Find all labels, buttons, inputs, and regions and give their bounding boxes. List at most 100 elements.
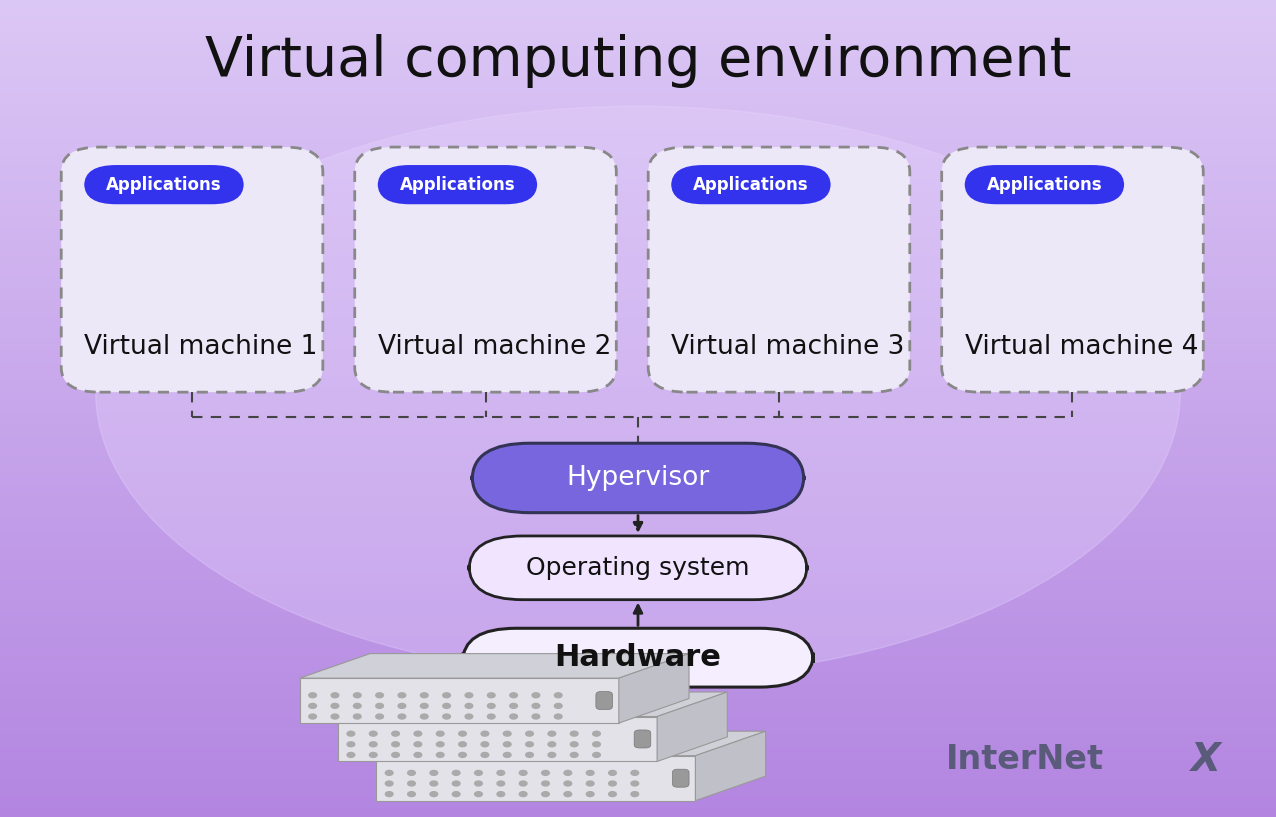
Bar (0, 53, 1276, 57)
Circle shape (541, 781, 549, 786)
Bar (0, 384, 1276, 388)
Circle shape (593, 731, 601, 736)
Circle shape (415, 752, 421, 757)
Bar (0, 204, 1276, 208)
Circle shape (519, 781, 527, 786)
Circle shape (564, 770, 572, 775)
Circle shape (332, 714, 338, 719)
Circle shape (436, 731, 444, 736)
Bar (0, 556, 1276, 560)
Bar (0, 57, 1276, 61)
Bar (0, 200, 1276, 204)
Bar (0, 792, 1276, 797)
FancyBboxPatch shape (634, 730, 651, 748)
Bar (0, 12, 1276, 16)
Bar (0, 805, 1276, 809)
Bar (0, 494, 1276, 498)
Bar (0, 809, 1276, 813)
Circle shape (385, 770, 393, 775)
Bar (0, 270, 1276, 274)
Bar (0, 413, 1276, 417)
Circle shape (392, 742, 399, 747)
Circle shape (430, 770, 438, 775)
Bar (0, 662, 1276, 666)
Bar (0, 699, 1276, 703)
Bar (0, 29, 1276, 33)
Bar (0, 372, 1276, 376)
FancyBboxPatch shape (671, 165, 831, 204)
Circle shape (353, 693, 361, 698)
FancyBboxPatch shape (378, 165, 537, 204)
Circle shape (385, 781, 393, 786)
Circle shape (443, 693, 450, 698)
Bar (0, 380, 1276, 384)
Bar (0, 37, 1276, 41)
Bar (0, 490, 1276, 494)
Bar (0, 511, 1276, 515)
Bar (0, 743, 1276, 748)
Circle shape (498, 792, 505, 797)
Circle shape (498, 770, 505, 775)
Circle shape (532, 703, 540, 708)
Circle shape (630, 770, 638, 775)
Text: Virtual computing environment: Virtual computing environment (204, 34, 1072, 88)
Bar (0, 764, 1276, 768)
Bar (0, 225, 1276, 229)
Bar (0, 576, 1276, 580)
Bar (0, 543, 1276, 547)
Bar (0, 159, 1276, 163)
Bar (0, 310, 1276, 315)
Bar (0, 155, 1276, 159)
Bar (0, 588, 1276, 592)
Bar (0, 147, 1276, 151)
Bar (0, 408, 1276, 413)
Bar (0, 192, 1276, 196)
Bar (0, 772, 1276, 776)
Bar (0, 143, 1276, 147)
Bar (0, 486, 1276, 490)
Bar (0, 343, 1276, 347)
Bar (0, 466, 1276, 470)
Bar (0, 531, 1276, 535)
Circle shape (309, 693, 316, 698)
Polygon shape (657, 692, 727, 761)
Bar (0, 233, 1276, 237)
Circle shape (370, 752, 378, 757)
Bar (0, 217, 1276, 221)
Circle shape (309, 703, 316, 708)
Polygon shape (619, 654, 689, 723)
Bar (0, 547, 1276, 551)
Polygon shape (300, 678, 619, 723)
Circle shape (593, 752, 601, 757)
Circle shape (475, 792, 482, 797)
Circle shape (481, 731, 489, 736)
Bar (0, 637, 1276, 641)
Circle shape (481, 742, 489, 747)
Circle shape (392, 731, 399, 736)
Circle shape (498, 781, 505, 786)
Polygon shape (300, 654, 689, 678)
Bar (0, 74, 1276, 78)
Bar (0, 645, 1276, 650)
Circle shape (609, 770, 616, 775)
Text: Operating system: Operating system (526, 556, 750, 580)
Circle shape (554, 693, 561, 698)
Circle shape (570, 752, 578, 757)
Circle shape (430, 781, 438, 786)
Circle shape (375, 693, 383, 698)
Circle shape (586, 770, 593, 775)
Circle shape (487, 703, 495, 708)
Circle shape (526, 742, 533, 747)
Circle shape (375, 714, 383, 719)
Bar (0, 568, 1276, 572)
Circle shape (436, 752, 444, 757)
Bar (0, 703, 1276, 707)
Circle shape (570, 731, 578, 736)
Bar (0, 404, 1276, 408)
Bar (0, 196, 1276, 200)
Bar (0, 102, 1276, 106)
Circle shape (503, 731, 510, 736)
Bar (0, 752, 1276, 756)
Bar (0, 462, 1276, 466)
Bar (0, 351, 1276, 355)
